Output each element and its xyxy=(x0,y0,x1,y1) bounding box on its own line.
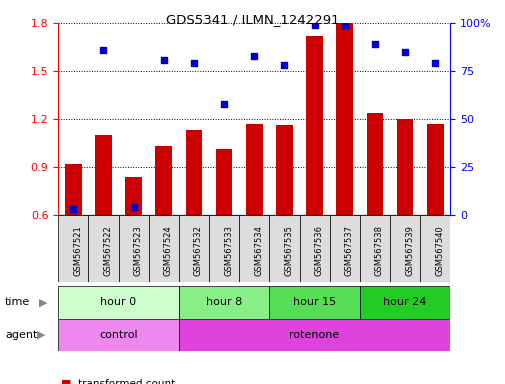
Text: GSM567524: GSM567524 xyxy=(164,225,172,276)
Text: time: time xyxy=(5,297,30,308)
Bar xyxy=(396,119,413,215)
Bar xyxy=(306,36,322,215)
Bar xyxy=(276,126,292,215)
Point xyxy=(370,41,378,47)
Text: GSM567521: GSM567521 xyxy=(73,225,82,276)
Text: GSM567522: GSM567522 xyxy=(103,225,112,276)
Bar xyxy=(118,215,148,282)
Point xyxy=(340,22,348,28)
Text: rotenone: rotenone xyxy=(289,330,339,340)
Text: transformed count: transformed count xyxy=(78,379,175,384)
Point xyxy=(99,47,107,53)
Point xyxy=(280,62,288,68)
Bar xyxy=(329,215,359,282)
Bar xyxy=(178,319,449,351)
Bar xyxy=(58,286,178,319)
Bar xyxy=(148,215,178,282)
Bar xyxy=(58,319,178,351)
Bar xyxy=(269,215,299,282)
Text: GSM567539: GSM567539 xyxy=(405,225,413,276)
Bar xyxy=(209,215,239,282)
Point xyxy=(400,49,409,55)
Text: ▶: ▶ xyxy=(39,297,47,308)
Point xyxy=(250,53,258,59)
Point xyxy=(129,204,137,210)
Text: hour 8: hour 8 xyxy=(206,297,242,308)
Point xyxy=(310,22,318,28)
Text: hour 24: hour 24 xyxy=(383,297,426,308)
Bar xyxy=(269,286,359,319)
Point xyxy=(220,101,228,107)
Text: GSM567538: GSM567538 xyxy=(374,225,383,276)
Text: GDS5341 / ILMN_1242291: GDS5341 / ILMN_1242291 xyxy=(166,13,339,26)
Bar xyxy=(88,215,118,282)
Text: GSM567532: GSM567532 xyxy=(193,225,203,276)
Bar xyxy=(419,215,449,282)
Text: GSM567533: GSM567533 xyxy=(224,225,233,276)
Text: ▶: ▶ xyxy=(37,330,45,340)
Text: GSM567536: GSM567536 xyxy=(314,225,323,276)
Bar xyxy=(185,130,202,215)
Bar xyxy=(426,124,443,215)
Bar xyxy=(125,177,141,215)
Bar xyxy=(359,215,389,282)
Bar xyxy=(366,113,382,215)
Bar xyxy=(299,215,329,282)
Text: hour 0: hour 0 xyxy=(100,297,136,308)
Bar xyxy=(155,146,172,215)
Text: GSM567537: GSM567537 xyxy=(344,225,353,276)
Bar xyxy=(215,149,232,215)
Text: GSM567523: GSM567523 xyxy=(133,225,142,276)
Bar xyxy=(65,164,81,215)
Bar xyxy=(245,124,262,215)
Text: GSM567534: GSM567534 xyxy=(254,225,263,276)
Point xyxy=(430,60,438,66)
Text: hour 15: hour 15 xyxy=(292,297,335,308)
Text: GSM567540: GSM567540 xyxy=(434,225,443,276)
Point xyxy=(160,56,168,63)
Point xyxy=(189,60,197,66)
Bar xyxy=(389,215,419,282)
Bar xyxy=(58,215,88,282)
Text: GSM567535: GSM567535 xyxy=(284,225,293,276)
Bar xyxy=(95,135,112,215)
Bar xyxy=(178,286,269,319)
Text: control: control xyxy=(99,330,137,340)
Text: ■: ■ xyxy=(61,379,71,384)
Bar xyxy=(359,286,449,319)
Bar xyxy=(178,215,209,282)
Bar xyxy=(239,215,269,282)
Text: agent: agent xyxy=(5,330,37,340)
Point xyxy=(69,206,77,212)
Bar xyxy=(336,23,352,215)
